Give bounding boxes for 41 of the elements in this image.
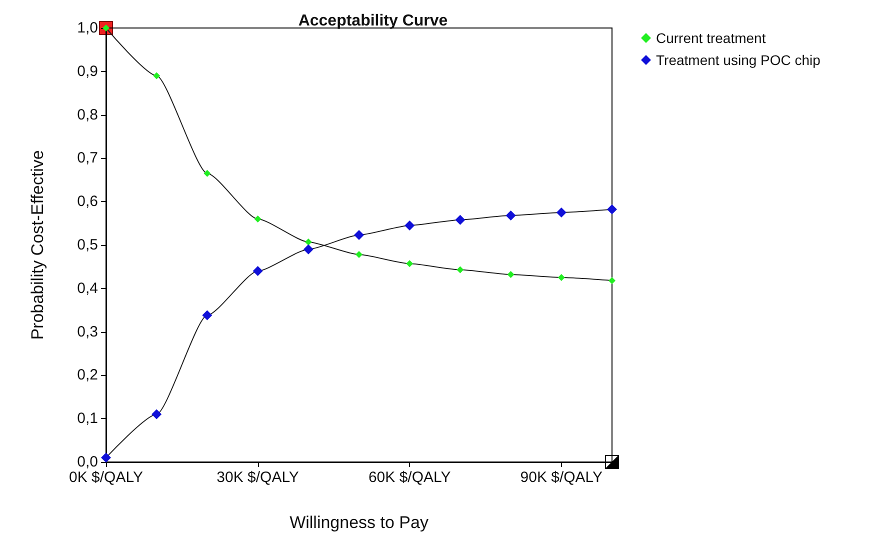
point [303,244,314,254]
point [455,214,466,225]
point [153,72,160,80]
y-tick-label: 0,8 [77,106,98,124]
y-tick-label: 0,2 [77,366,98,384]
chart-title: Acceptability Curve [298,12,448,30]
x-tick-label: 90K $/QALY [520,469,603,486]
point [556,207,566,218]
y-tick-label: 0,5 [77,236,98,254]
point [202,310,212,320]
legend-label: Treatment using POC chip [656,52,821,68]
point [558,274,565,282]
point [354,230,364,240]
x-tick-label: 0K $/QALY [69,469,143,486]
y-tick-label: 0,3 [77,323,98,340]
point [204,170,211,177]
x-tick-label: 60K $/QALY [368,469,451,486]
legend-label: Current treatment [656,30,766,46]
point [356,251,362,258]
y-axis-title: Probability Cost-Effective [28,150,47,340]
x-tick-label: 30K $/QALY [216,469,299,486]
point [254,215,262,222]
y-tick-label: 0,0 [77,454,98,470]
point [252,266,263,276]
point [406,260,414,268]
point [404,220,415,230]
point [506,210,516,220]
point [456,266,464,274]
point [101,452,111,463]
point [608,277,616,284]
point [152,409,162,420]
y-tick-label: 0,9 [77,62,98,80]
y-tick-label: 1,0 [77,20,98,36]
point [507,271,514,278]
y-tick-label: 0,1 [77,410,98,428]
point [304,238,312,246]
x-axis-title: Willingness to Pay [290,513,429,532]
point [607,204,617,214]
y-tick-label: 0,7 [77,150,98,167]
y-tick-label: 0,6 [77,193,98,210]
y-tick-label: 0,4 [77,280,98,297]
